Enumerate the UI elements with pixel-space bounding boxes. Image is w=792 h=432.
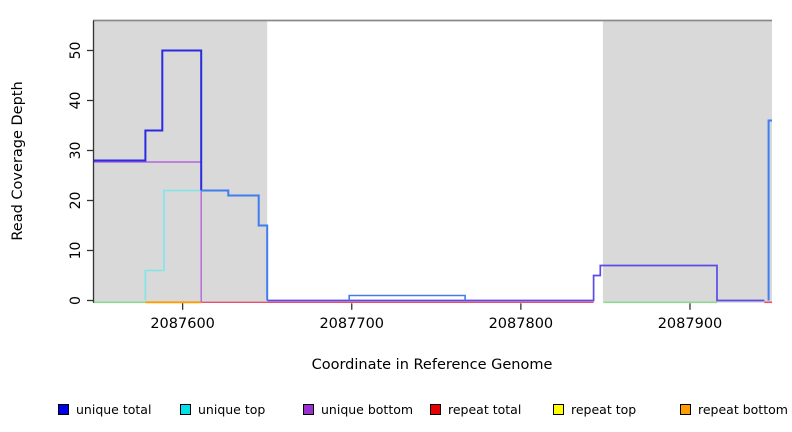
x-axis-tick-label: 2087700 (319, 316, 384, 332)
legend-item-unique-total: unique total (58, 399, 151, 419)
legend-item-repeat-bottom: repeat bottom (680, 399, 788, 419)
y-axis-title: Read Coverage Depth (10, 81, 26, 240)
y-axis-tick-label: 10 (68, 242, 84, 260)
legend-label: repeat top (571, 401, 637, 417)
y-axis-tick-label: 40 (68, 92, 84, 110)
unique-total-peak-line (93, 49, 203, 191)
legend: unique total unique top unique bottom repea… (0, 399, 792, 421)
bump-at-one-line (348, 294, 466, 301)
legend-item-repeat-total: repeat total (430, 399, 521, 419)
y-axis-tick-label: 50 (68, 42, 84, 60)
axes: 0 10 20 30 40 50 2087600 2087700 2087800 2087900 (68, 20, 723, 332)
shaded-region (602, 20, 772, 303)
shaded-repeat-regions (93, 20, 772, 303)
unique-top-line-line (144, 189, 202, 301)
y-axis-tick-label: 30 (68, 142, 84, 160)
legend-item-unique-bottom: unique bottom (303, 399, 413, 419)
legend-swatch-icon (680, 403, 691, 415)
x-axis-title: Coordinate in Reference Genome (312, 357, 553, 373)
legend-swatch-icon (303, 403, 314, 415)
legend-item-unique-top: unique top (180, 399, 265, 419)
coverage-step-lines (93, 49, 772, 304)
legend-swatch-icon (180, 403, 191, 415)
legend-label: repeat total (448, 401, 522, 417)
legend-label: unique bottom (321, 401, 414, 417)
legend-swatch-icon (553, 403, 564, 415)
legend-swatch-icon (58, 403, 69, 415)
legend-swatch-icon (430, 403, 441, 415)
unique-total-right-shoulder-line (201, 189, 269, 301)
x-axis-tick-label: 2087600 (150, 316, 215, 332)
legend-label: unique total (76, 401, 152, 417)
legend-label: repeat bottom (698, 401, 788, 417)
y-axis-tick-label: 20 (68, 192, 84, 210)
x-axis-tick-label: 2087800 (489, 316, 554, 332)
legend-label: unique top (198, 401, 266, 417)
legend-item-repeat-top: repeat top (553, 399, 636, 419)
total-baseline-and-right-step-line (267, 264, 765, 302)
y-axis-tick-label: 0 (68, 296, 84, 305)
x-axis-tick-label: 2087900 (658, 316, 723, 332)
right-edge-spike-line (767, 119, 772, 301)
